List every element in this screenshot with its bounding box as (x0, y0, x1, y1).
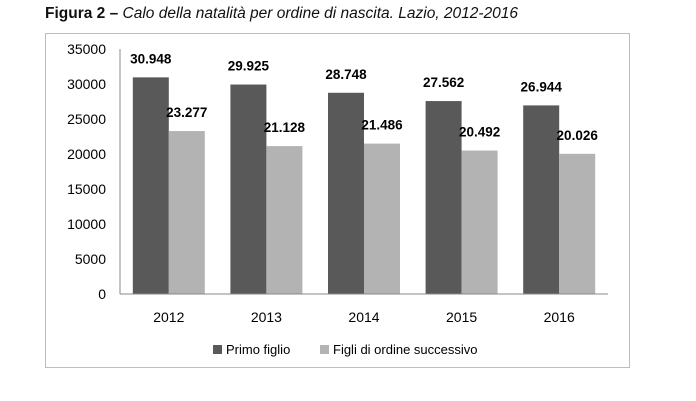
x-tick-label: 2013 (251, 309, 282, 325)
bar-primo-figlio (132, 77, 169, 294)
data-label: 21.486 (361, 118, 403, 133)
legend-swatch (213, 345, 222, 354)
y-tick-label: 30000 (67, 76, 106, 92)
figure-caption: Figura 2 – Calo della natalità per ordin… (45, 5, 518, 23)
legend-swatch (320, 345, 329, 354)
data-label: 30.948 (130, 51, 172, 66)
data-label: 29.925 (228, 59, 270, 74)
legend-label: Primo figlio (226, 342, 290, 357)
data-label: 20.026 (557, 128, 599, 143)
x-tick-label: 2016 (544, 309, 575, 325)
y-tick-label: 0 (98, 286, 106, 302)
x-tick-label: 2015 (446, 309, 477, 325)
data-label: 28.748 (325, 67, 367, 82)
bar-figli-successivi (461, 150, 498, 294)
y-tick-label: 25000 (67, 111, 106, 127)
bar-primo-figlio (425, 101, 462, 294)
bar-primo-figlio (230, 84, 267, 295)
bar-primo-figlio (328, 92, 364, 294)
data-label: 20.492 (459, 125, 500, 140)
figure-number: Figura 2 – (45, 5, 119, 22)
legend-label: Figli di ordine successivo (333, 342, 478, 357)
bar-figli-successivi (266, 146, 303, 294)
x-tick-label: 2014 (348, 309, 379, 325)
bar-figli-successivi (168, 131, 205, 294)
y-tick-label: 35000 (67, 41, 106, 57)
data-label: 23.277 (166, 105, 207, 120)
x-tick-label: 2012 (153, 309, 184, 325)
data-label: 27.562 (423, 75, 464, 90)
y-tick-label: 20000 (67, 146, 106, 162)
y-tick-label: 15000 (67, 181, 106, 197)
bar-figli-successivi (364, 143, 400, 294)
figure-title: Calo della natalità per ordine di nascit… (122, 5, 519, 22)
bar-primo-figlio (523, 105, 560, 294)
data-label: 21.128 (264, 120, 306, 135)
y-tick-label: 10000 (67, 216, 106, 232)
data-label: 26.944 (521, 79, 563, 94)
y-tick-label: 5000 (75, 251, 106, 267)
bar-figli-successivi (559, 153, 596, 294)
